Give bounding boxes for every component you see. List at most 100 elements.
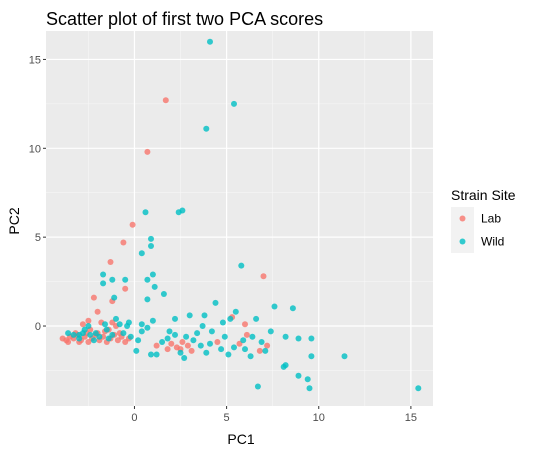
point-wild <box>127 333 134 340</box>
point-wild <box>415 385 422 392</box>
legend-title: Strain Site <box>451 187 516 203</box>
major-gridlines <box>46 31 433 406</box>
x-tick-label: 0 <box>131 412 137 424</box>
point-wild <box>149 317 156 324</box>
point-lab <box>184 342 191 349</box>
point-wild <box>199 323 206 329</box>
point-wild <box>135 337 142 344</box>
point-wild <box>219 319 226 326</box>
point-wild <box>177 349 184 356</box>
point-wild <box>253 315 260 322</box>
point-lab <box>153 342 160 349</box>
point-lab <box>122 285 129 292</box>
point-wild <box>124 323 131 329</box>
x-axis-title: PC1 <box>227 431 254 447</box>
point-wild <box>144 324 151 331</box>
point-wild <box>221 333 228 340</box>
point-wild <box>111 294 118 301</box>
point-wild <box>295 372 302 379</box>
x-tick-label: 10 <box>313 412 325 424</box>
y-tick-label: 0 <box>35 321 41 333</box>
y-axis-ticks: 0 5 10 15 <box>29 54 46 333</box>
point-wild <box>105 335 112 342</box>
point-lab <box>129 221 136 228</box>
point-wild <box>306 385 313 392</box>
point-lab <box>144 148 151 155</box>
point-wild <box>144 276 151 283</box>
point-wild <box>271 303 278 310</box>
y-tick-label: 5 <box>35 232 41 244</box>
point-lab <box>65 339 72 345</box>
point-wild <box>341 353 348 360</box>
y-tick-label: 10 <box>29 143 41 155</box>
point-lab <box>162 97 169 104</box>
point-wild <box>181 355 188 361</box>
x-axis-ticks: 0 5 10 15 <box>131 406 417 424</box>
point-wild <box>142 209 149 216</box>
point-wild <box>113 315 119 322</box>
point-wild <box>225 351 232 358</box>
point-lab <box>242 321 248 328</box>
point-wild <box>138 250 145 257</box>
point-wild <box>240 337 247 344</box>
y-tick-label: 15 <box>29 54 41 66</box>
point-lab <box>179 339 186 345</box>
point-lab <box>236 340 243 347</box>
chart-title: Scatter plot of first two PCA scores <box>46 9 323 29</box>
point-wild <box>172 315 178 322</box>
point-wild <box>232 308 239 315</box>
point-wild <box>100 280 107 287</box>
point-wild <box>172 331 178 338</box>
point-wild <box>133 347 140 354</box>
point-wild <box>122 276 129 283</box>
point-wild <box>81 326 88 333</box>
y-axis-title: PC2 <box>6 207 22 234</box>
point-wild <box>92 330 99 337</box>
point-wild <box>203 349 210 356</box>
point-wild <box>138 321 145 328</box>
point-wild <box>85 323 92 329</box>
point-wild <box>100 271 107 278</box>
x-tick-label: 15 <box>405 412 417 424</box>
point-wild <box>201 312 208 319</box>
point-wild <box>212 299 219 306</box>
point-wild <box>231 100 237 107</box>
point-lab <box>79 321 86 328</box>
point-wild <box>148 235 154 242</box>
point-wild <box>144 296 151 303</box>
point-wild <box>70 331 77 338</box>
point-wild <box>65 330 72 337</box>
point-wild <box>166 328 173 335</box>
point-wild <box>227 315 234 322</box>
point-wild <box>258 339 265 345</box>
point-wild <box>151 283 158 290</box>
point-wild <box>149 271 156 278</box>
point-wild <box>194 330 201 337</box>
point-wild <box>190 337 197 344</box>
point-wild <box>148 243 154 249</box>
point-lab <box>109 319 116 326</box>
point-wild <box>308 353 315 360</box>
legend-label-wild: Wild <box>481 235 504 249</box>
point-wild <box>102 321 108 328</box>
point-wild <box>87 331 94 338</box>
point-wild <box>289 305 296 312</box>
point-wild <box>267 328 274 335</box>
point-lab <box>264 342 271 349</box>
legend: Strain Site Lab Wild <box>451 187 516 253</box>
point-wild <box>186 312 193 319</box>
x-tick-label: 5 <box>224 412 230 424</box>
point-wild <box>183 333 190 340</box>
point-wild <box>116 321 123 328</box>
point-lab <box>85 317 92 324</box>
point-wild <box>197 342 204 349</box>
point-lab <box>164 346 171 353</box>
point-wild <box>295 335 302 342</box>
minor-gridlines <box>46 31 433 406</box>
point-wild <box>304 376 311 383</box>
point-wild <box>164 335 171 342</box>
point-lab <box>188 347 195 354</box>
point-lab <box>107 259 114 265</box>
point-wild <box>76 335 83 342</box>
